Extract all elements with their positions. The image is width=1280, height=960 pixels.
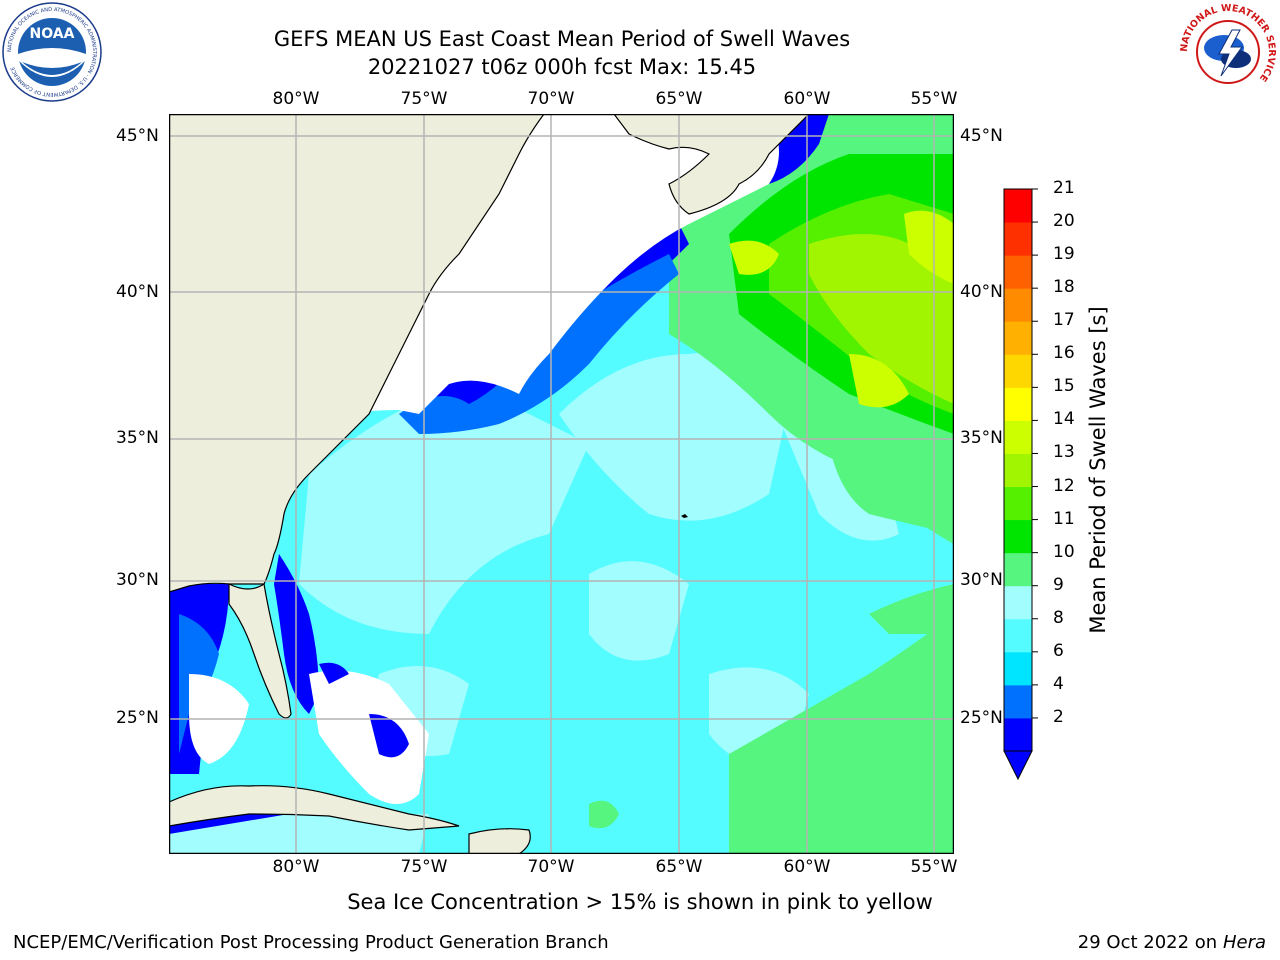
colorbar-segment: [1004, 486, 1032, 521]
lon-label-bottom: 55°W: [910, 857, 958, 877]
land-florida: [228, 582, 292, 719]
colorbar-segment: [1004, 519, 1032, 554]
colorbar-tick-label: 13: [1053, 442, 1075, 463]
colorbar-tick-label: 17: [1053, 310, 1075, 331]
colorbar-segment: [1004, 354, 1032, 388]
colorbar-tick-label: 2: [1053, 706, 1064, 727]
swell-13-14s: [849, 354, 909, 408]
map-border: [169, 114, 954, 854]
swell-9-10s: [869, 584, 954, 634]
graticule: [169, 114, 954, 854]
swell-13-14s: [904, 210, 954, 284]
colorbar-tick-label: 19: [1053, 244, 1075, 265]
colorbar-segment: [1004, 618, 1032, 653]
credit-text: NCEP/EMC/Verification Post Processing Pr…: [13, 932, 609, 953]
colorbar-tick-label: 14: [1053, 409, 1075, 430]
colorbar-tick-label: 20: [1053, 211, 1075, 232]
lat-label-left: 30°N: [116, 570, 159, 590]
lon-label-bottom: 60°W: [783, 857, 831, 877]
colorbar-segment: [1004, 717, 1032, 752]
colorbar-tick-label: 18: [1053, 277, 1075, 298]
colorbar-segment: [1004, 255, 1032, 289]
nws-logo: NATIONAL WEATHER SERVICE: [1176, 2, 1280, 102]
lon-label-bottom: 80°W: [272, 857, 320, 877]
colorbar-segment: [1004, 585, 1032, 620]
footer-note-wrap: Sea Ice Concentration > 15% is shown in …: [0, 890, 1280, 914]
colorbar-tick-label: 4: [1053, 673, 1064, 694]
map-subtitle: 20221027 t06z 000h fcst Max: 15.45: [367, 55, 757, 79]
lat-label-left: 25°N: [116, 708, 159, 728]
swell-8-9s: [169, 814, 429, 854]
land-hispaniola: [468, 828, 531, 854]
colorbar-tick-label: 12: [1053, 475, 1075, 496]
land-maritimes: [613, 114, 810, 215]
lon-label-top: 70°W: [527, 89, 575, 109]
colorbar-segment: [1004, 189, 1032, 223]
lat-label-right: 25°N: [960, 708, 1003, 728]
swell-2-4s: [369, 714, 409, 758]
land-bermuda: [681, 514, 688, 518]
swell-12-13s: [809, 234, 954, 404]
colorbar-segment: [1004, 420, 1032, 454]
swell-9-10s: [589, 800, 619, 829]
colorbar-graphic: [1003, 188, 1038, 781]
lat-label-left: 45°N: [116, 126, 159, 146]
sea-ice-note: Sea Ice Concentration > 15% is shown in …: [347, 890, 933, 914]
colorbar-segment: [1004, 222, 1032, 256]
colorbar-segment: [1004, 453, 1032, 488]
lat-label-left: 40°N: [116, 282, 159, 302]
swell-9-10s: [829, 440, 954, 534]
swell-9-10s: [729, 614, 954, 854]
colorbar-tick-label: 6: [1053, 640, 1064, 661]
colorbar-frame: [1003, 188, 1033, 752]
colorbar-tick-label: 11: [1053, 508, 1075, 529]
lat-label-right: 40°N: [960, 282, 1003, 302]
colorbar-tick-label: 16: [1053, 343, 1075, 364]
lat-label-left: 35°N: [116, 428, 159, 448]
lon-label-bottom: 65°W: [655, 857, 703, 877]
lat-label-right: 35°N: [960, 428, 1003, 448]
land-us-coast: [169, 114, 545, 593]
colorbar-segment: [1004, 288, 1032, 322]
lat-label-right: 30°N: [960, 570, 1003, 590]
lon-label-top: 80°W: [272, 89, 320, 109]
swell-2-4s: [319, 662, 349, 684]
colorbar-tick-label: 21: [1053, 178, 1075, 198]
colorbar-segment: [1004, 651, 1032, 686]
lon-label-bottom: 75°W: [400, 857, 448, 877]
no-data-bahamas: [309, 670, 429, 804]
map-panel: [169, 114, 954, 854]
colorbar-segment: [1004, 387, 1032, 421]
machine-name: Hera: [1222, 932, 1266, 953]
map-canvas: [169, 114, 954, 854]
lon-label-top: 75°W: [400, 89, 448, 109]
lon-label-top: 55°W: [910, 89, 958, 109]
colorbar-tick-label: 15: [1053, 376, 1075, 397]
colorbar-label: Mean Period of Swell Waves [s]: [1086, 306, 1110, 634]
date-stamp: 29 Oct 2022 on Hera: [1078, 932, 1266, 953]
colorbar-tick-label: 8: [1053, 607, 1064, 628]
colorbar-tick-label: 9: [1053, 574, 1064, 595]
colorbar-segment: [1004, 552, 1032, 587]
noaa-logo-text: NOAA: [30, 26, 75, 42]
colorbar-segment: [1004, 684, 1032, 719]
lon-label-top: 60°W: [783, 89, 831, 109]
colorbar-segment: [1004, 321, 1032, 355]
lon-label-bottom: 70°W: [527, 857, 575, 877]
swell-13-14s: [729, 240, 779, 275]
land-cuba: [169, 785, 460, 831]
lon-label-top: 65°W: [655, 89, 703, 109]
lat-label-right: 45°N: [960, 126, 1003, 146]
map-title: GEFS MEAN US East Coast Mean Period of S…: [273, 27, 851, 51]
noaa-logo: NATIONAL OCEANIC AND ATMOSPHERIC ADMINIS…: [2, 2, 102, 102]
colorbar-extend-triangle: [1003, 750, 1033, 781]
colorbar-tick-label: 10: [1053, 541, 1075, 562]
colorbar: [1000, 185, 1040, 785]
date-text: 29 Oct 2022 on: [1077, 932, 1223, 953]
